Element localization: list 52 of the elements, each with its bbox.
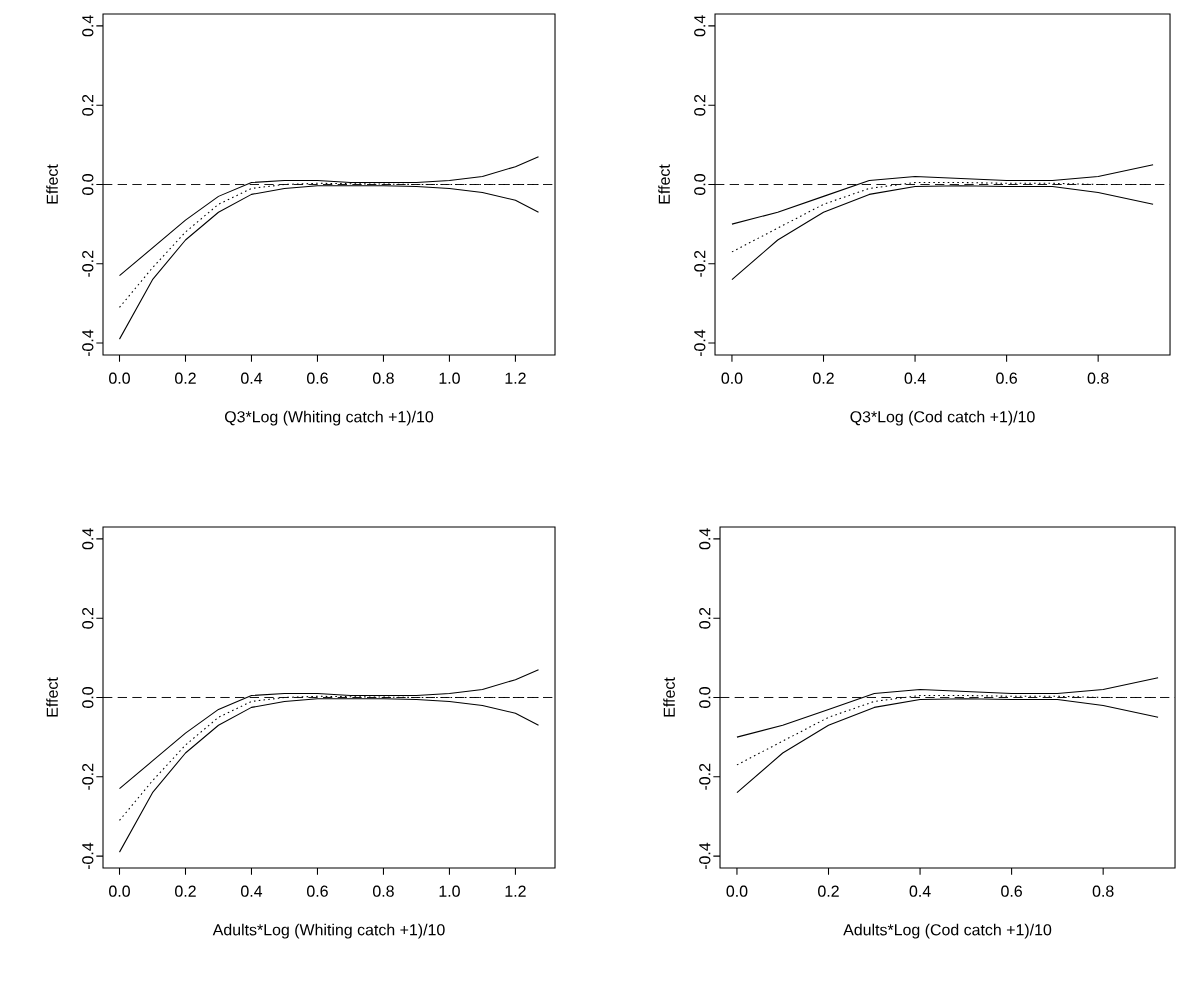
y-tick-label: 0.0 (82, 687, 94, 708)
x-axis-title: Adults*Log (Whiting catch +1)/10 (212, 923, 445, 939)
x-tick-label: 0.6 (996, 372, 1017, 384)
x-tick-label: 0.8 (1087, 372, 1109, 384)
y-tick-label: 0.0 (699, 687, 711, 708)
y-tick-label: -0.2 (699, 763, 711, 790)
x-tick-label: 0.6 (307, 372, 328, 384)
x-axis-title: Q3*Log (Whiting catch +1)/10 (224, 410, 434, 426)
y-axis-title: Effect (46, 677, 58, 717)
x-tick-label: 0.4 (909, 885, 931, 897)
x-tick-label: 0.0 (721, 372, 743, 384)
x-tick-label: 0.2 (175, 885, 196, 897)
y-tick-label: -0.4 (699, 842, 711, 870)
y-axis-title: Effect (658, 164, 670, 204)
y-tick-label: -0.4 (82, 329, 94, 357)
x-axis-title: Q3*Log (Cod catch +1)/10 (850, 410, 1035, 426)
y-axis-title: Effect (663, 677, 675, 717)
x-tick-label: 0.4 (904, 372, 926, 384)
y-axis-title: Effect (46, 164, 58, 204)
y-tick-label: 0.4 (82, 15, 94, 37)
x-tick-label: 0.8 (1092, 885, 1114, 897)
y-tick-label: -0.2 (82, 763, 94, 790)
y-tick-label: 0.0 (82, 174, 94, 195)
y-tick-label: 0.2 (82, 607, 94, 629)
x-tick-label: 0.4 (241, 885, 263, 897)
x-tick-label: 0.0 (109, 372, 130, 384)
x-tick-label: 1.2 (505, 372, 526, 384)
y-tick-label: 0.2 (82, 94, 94, 116)
y-tick-label: 0.2 (699, 607, 711, 629)
x-tick-label: 0.2 (818, 885, 839, 897)
x-tick-label: 0.4 (241, 372, 263, 384)
x-axis-title: Adults*Log (Cod catch +1)/10 (843, 923, 1052, 939)
x-tick-label: 0.6 (1001, 885, 1022, 897)
x-tick-label: 0.0 (726, 885, 748, 897)
y-tick-label: 0.0 (694, 174, 706, 195)
y-tick-label: -0.2 (82, 250, 94, 277)
x-tick-label: 1.0 (439, 885, 460, 897)
x-tick-label: 0.8 (372, 372, 394, 384)
x-tick-label: 0.6 (307, 885, 328, 897)
y-tick-label: 0.4 (699, 528, 711, 550)
x-tick-label: 1.0 (439, 372, 460, 384)
y-tick-label: 0.4 (82, 528, 94, 550)
y-tick-label: -0.4 (82, 842, 94, 870)
y-tick-label: 0.2 (694, 94, 706, 116)
x-tick-label: 0.0 (109, 885, 130, 897)
x-tick-label: 0.2 (175, 372, 196, 384)
y-tick-label: -0.4 (694, 329, 706, 357)
x-tick-label: 0.2 (813, 372, 834, 384)
x-tick-label: 0.8 (372, 885, 394, 897)
y-tick-label: 0.4 (694, 15, 706, 37)
y-tick-label: -0.2 (694, 250, 706, 277)
x-tick-label: 1.2 (505, 885, 526, 897)
